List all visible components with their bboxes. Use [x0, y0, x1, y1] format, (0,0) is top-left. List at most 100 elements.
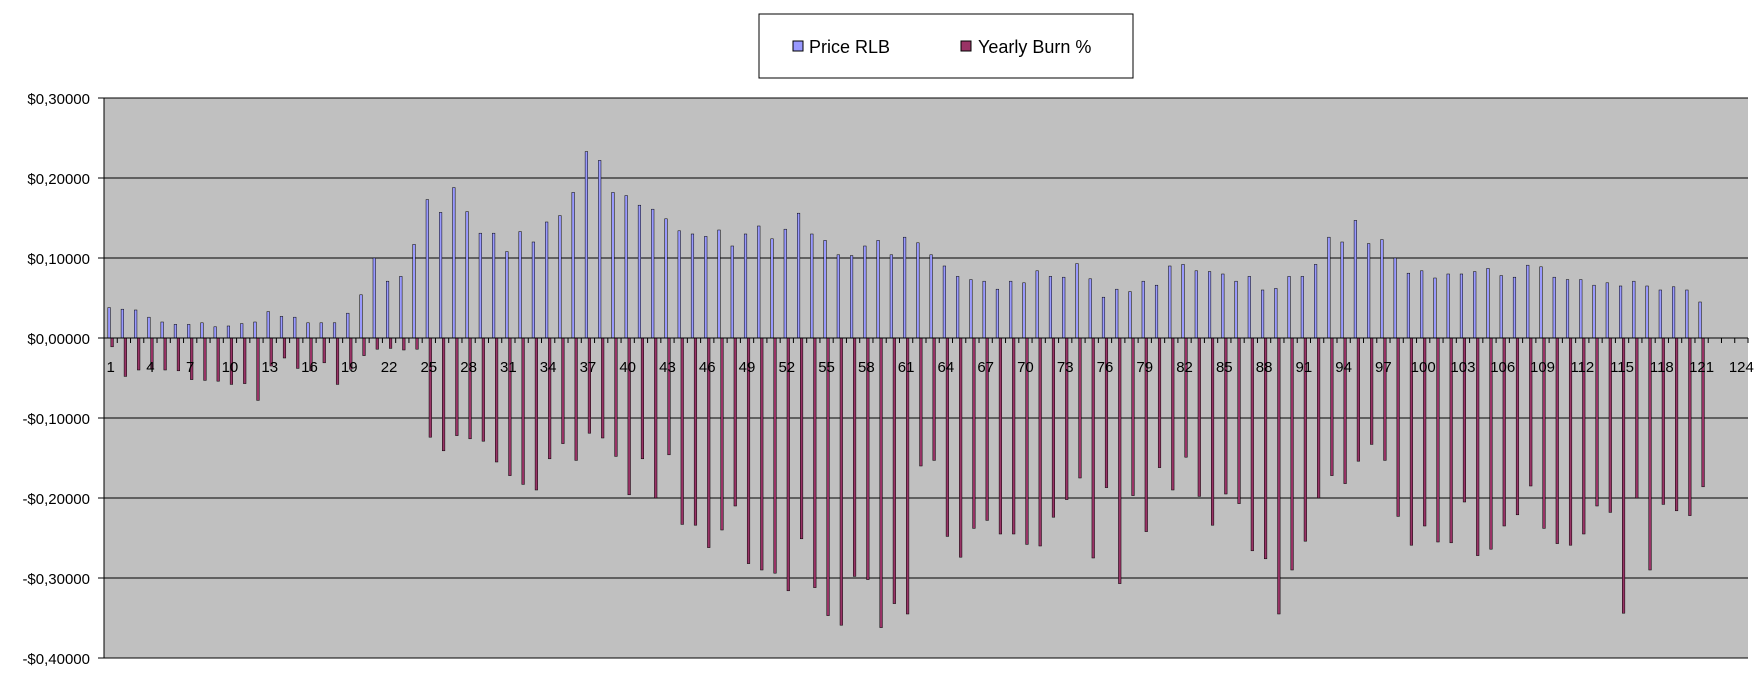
bar-price-rlb	[386, 280, 390, 339]
bar-yearly-burn	[548, 337, 552, 460]
bar-price-rlb	[1247, 276, 1251, 339]
x-tick-label: 37	[580, 359, 597, 376]
bar-price-rlb	[187, 324, 191, 339]
bar-price-rlb	[425, 199, 429, 339]
bar-yearly-burn	[680, 337, 684, 525]
x-tick-label: 10	[222, 359, 239, 376]
x-tick-label: 118	[1650, 359, 1674, 376]
x-axis-ticks	[103, 338, 1749, 343]
bar-price-rlb	[1327, 236, 1331, 339]
x-tick-label: 79	[1136, 359, 1153, 376]
bar-price-rlb	[399, 276, 403, 339]
y-axis: $0,30000 $0,20000 $0,10000 $0,00000 -$0,1000…	[22, 91, 104, 668]
bar-price-rlb	[1208, 271, 1212, 339]
bar-yearly-burn	[389, 337, 393, 349]
bar-yearly-burn	[243, 337, 247, 384]
bar-yearly-burn	[826, 337, 830, 616]
bar-price-rlb	[1393, 257, 1397, 339]
y-tick-label: $0,00000	[27, 331, 90, 348]
bar-price-rlb	[651, 208, 655, 339]
bar-price-rlb	[266, 311, 270, 339]
legend-swatch-price	[792, 40, 804, 52]
y-tick-label: $0,10000	[27, 251, 90, 268]
bar-price-rlb	[253, 321, 257, 339]
bar-yearly-burn	[1635, 337, 1639, 499]
bar-price-rlb	[226, 325, 230, 339]
bar-price-rlb	[545, 221, 549, 339]
bar-yearly-burn	[1370, 337, 1374, 445]
bar-price-rlb	[1420, 270, 1424, 339]
bar-yearly-burn	[1250, 337, 1254, 552]
bar-yearly-burn	[468, 337, 472, 440]
x-tick-label: 61	[898, 359, 915, 376]
bar-price-rlb	[1632, 280, 1636, 339]
bar-price-rlb	[743, 233, 748, 339]
bar-price-rlb	[1022, 282, 1026, 339]
bar-yearly-burn	[1277, 337, 1281, 615]
bar-yearly-burn	[1118, 337, 1122, 584]
bar-price-rlb	[770, 238, 774, 339]
bar-yearly-burn	[667, 337, 671, 456]
x-tick-label: 16	[301, 359, 318, 376]
bar-price-rlb	[1565, 279, 1570, 339]
bar-price-rlb	[213, 326, 217, 339]
bar-price-rlb	[1141, 280, 1145, 339]
bar-price-rlb	[1473, 271, 1477, 339]
bar-price-rlb	[1009, 280, 1013, 339]
legend-label-price: Price RLB	[809, 37, 890, 57]
bar-yearly-burn	[1356, 337, 1360, 462]
y-tick-label: $0,30000	[27, 91, 90, 108]
bar-yearly-burn	[800, 337, 804, 540]
bar-yearly-burn	[693, 337, 698, 526]
bar-price-rlb	[1367, 243, 1371, 339]
x-tick-label: 55	[818, 359, 835, 376]
bar-price-rlb	[797, 212, 801, 339]
x-axis: 1 4 7 10 13 16 19 22 25 28 31 34 37 40 43 46 49 52 55 58 61 6…	[106, 359, 1753, 376]
legend: Price RLB Yearly Burn %	[758, 13, 1134, 79]
bar-price-rlb	[452, 187, 456, 339]
bar-yearly-burn	[654, 337, 658, 499]
x-tick-label: 67	[977, 359, 994, 376]
x-tick-label: 100	[1411, 359, 1436, 376]
bar-price-rlb	[107, 307, 111, 339]
bar-yearly-burn	[534, 337, 538, 491]
bar-price-rlb	[1433, 277, 1437, 339]
bar-yearly-burn	[1515, 337, 1520, 516]
bar-yearly-burn	[919, 337, 923, 467]
bar-yearly-burn	[601, 337, 605, 439]
bar-price-rlb	[571, 192, 575, 339]
bar-price-rlb	[160, 321, 164, 339]
bar-yearly-burn	[813, 337, 817, 588]
bar-yearly-burn	[1091, 337, 1095, 559]
bar-price-rlb	[518, 231, 522, 339]
bar-price-rlb	[1168, 265, 1172, 339]
bar-price-rlb	[1499, 275, 1503, 339]
bar-yearly-burn	[481, 337, 485, 442]
x-tick-label: 1	[106, 359, 114, 376]
bar-price-rlb	[1221, 273, 1225, 339]
bar-yearly-burn	[335, 337, 340, 385]
bar-price-rlb	[1075, 263, 1079, 339]
bar-yearly-burn	[163, 337, 167, 371]
x-tick-label: 82	[1176, 359, 1193, 376]
bar-price-rlb	[1526, 264, 1530, 339]
x-tick-label: 91	[1296, 359, 1313, 376]
bar-price-rlb	[240, 323, 244, 339]
bar-price-rlb	[120, 308, 124, 339]
bar-yearly-burn	[1317, 337, 1321, 499]
bar-price-rlb	[836, 254, 840, 339]
x-tick-label: 124	[1729, 359, 1754, 376]
bar-yearly-burn	[906, 337, 910, 615]
legend-label-burn: Yearly Burn %	[978, 37, 1091, 57]
bar-price-rlb	[704, 236, 708, 339]
bar-yearly-burn	[1436, 337, 1440, 543]
x-tick-label: 94	[1335, 359, 1352, 376]
bar-price-rlb	[584, 151, 588, 339]
bar-price-rlb	[332, 322, 337, 339]
bar-price-rlb	[810, 233, 814, 339]
x-tick-label: 88	[1256, 359, 1273, 376]
bar-price-rlb	[1592, 284, 1596, 339]
x-tick-label: 58	[858, 359, 875, 376]
bar-price-rlb	[319, 322, 323, 339]
